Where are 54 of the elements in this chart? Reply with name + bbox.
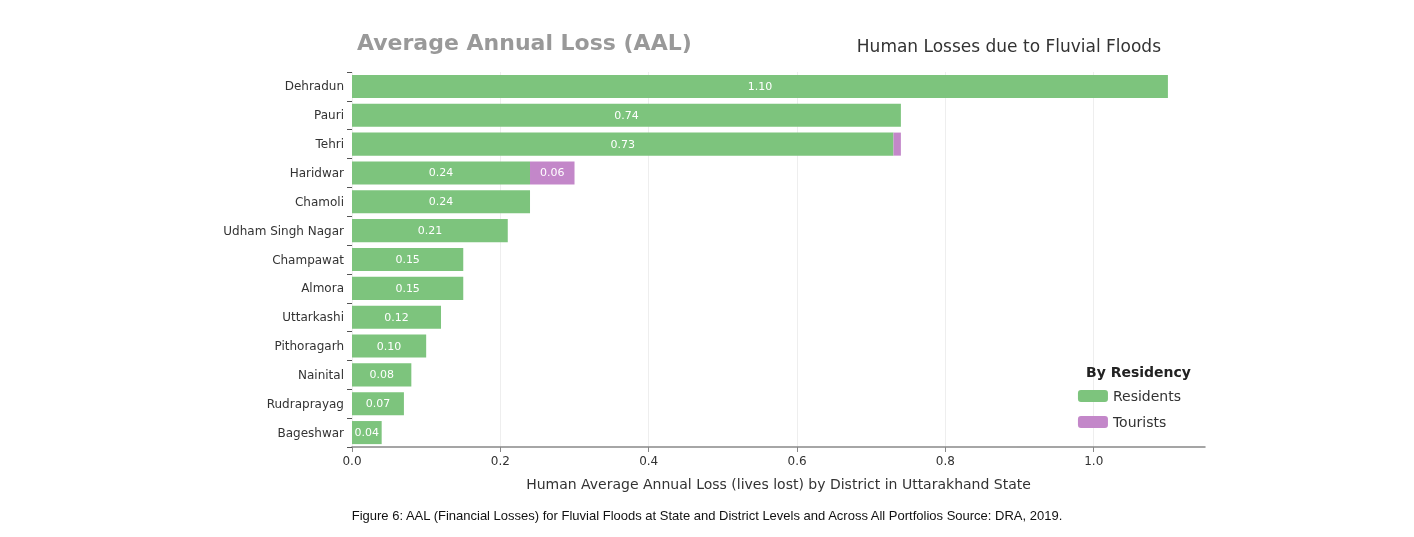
data-label: 0.12 — [384, 310, 409, 324]
y-tick-label: Pauri — [314, 108, 344, 123]
y-tick-label: Haridwar — [289, 165, 345, 180]
chart-title: Average Annual Loss (AAL) — [357, 29, 692, 55]
data-label: 1.10 — [747, 79, 773, 93]
y-tick-label: Champawat — [272, 252, 345, 267]
y-tick-label: Almora — [301, 281, 344, 296]
data-label: 0.08 — [369, 368, 394, 382]
data-label: 0.73 — [610, 137, 635, 151]
y-tick-label: Chamoli — [294, 194, 344, 209]
bar — [352, 392, 404, 416]
y-tick-label: Bageshwar — [277, 425, 345, 440]
data-label: 0.21 — [417, 224, 443, 238]
data-label: 0.10 — [376, 339, 402, 353]
legend-title: By Residency — [1086, 364, 1192, 380]
bar — [352, 132, 894, 156]
bar — [352, 74, 1168, 98]
x-axis-title: Human Average Annual Loss (lives lost) by District in Uttarakhand State — [526, 476, 1031, 492]
data-label: 0.06 — [540, 166, 565, 180]
y-tick-label: Nainital — [298, 367, 344, 382]
y-tick-label: Rudraprayag — [266, 396, 344, 411]
bar — [530, 161, 575, 185]
x-tick-label: 0.2 — [490, 454, 510, 468]
bar — [352, 305, 442, 329]
data-label: 0.15 — [395, 281, 420, 295]
bar — [352, 363, 412, 387]
data-label: 0.74 — [614, 108, 639, 122]
bar — [352, 247, 464, 272]
legend-label: Tourists — [1111, 414, 1167, 430]
y-tick-label: Udham Singh Nagar — [223, 223, 345, 238]
data-label: 0.07 — [365, 397, 391, 411]
bar — [893, 132, 901, 156]
x-tick-label: 0.0 — [342, 454, 362, 468]
data-label: 0.15 — [395, 253, 420, 266]
bar — [352, 190, 531, 214]
y-tick-label: Uttarkashi — [282, 310, 344, 325]
bar — [352, 103, 901, 127]
bar — [352, 219, 508, 243]
legend-label: Residents — [1112, 388, 1182, 404]
x-tick-label: 0.4 — [639, 454, 659, 468]
data-label: 0.04 — [354, 426, 380, 440]
y-tick-label: Tehri — [314, 137, 344, 152]
bar — [352, 334, 427, 358]
x-tick-label: 0.8 — [935, 454, 955, 468]
y-tick-label: Dehradun — [284, 79, 344, 94]
caption: Figure 6: AAL (Financial Losses) for Fluvial Floods at State and District Levels and Across All Portfolios Source: DRA, 2019. — [351, 508, 1063, 523]
chart-subtitle: Human Losses due to Fluvial Floods — [856, 35, 1162, 56]
bar — [352, 276, 464, 300]
y-tick-label: Pithoragarh — [274, 339, 344, 354]
x-tick-label: 0.6 — [787, 454, 807, 468]
x-tick-label: 1.0 — [1084, 454, 1104, 468]
bar — [352, 161, 531, 185]
data-label: 0.24 — [428, 166, 454, 180]
data-label: 0.24 — [428, 195, 454, 209]
